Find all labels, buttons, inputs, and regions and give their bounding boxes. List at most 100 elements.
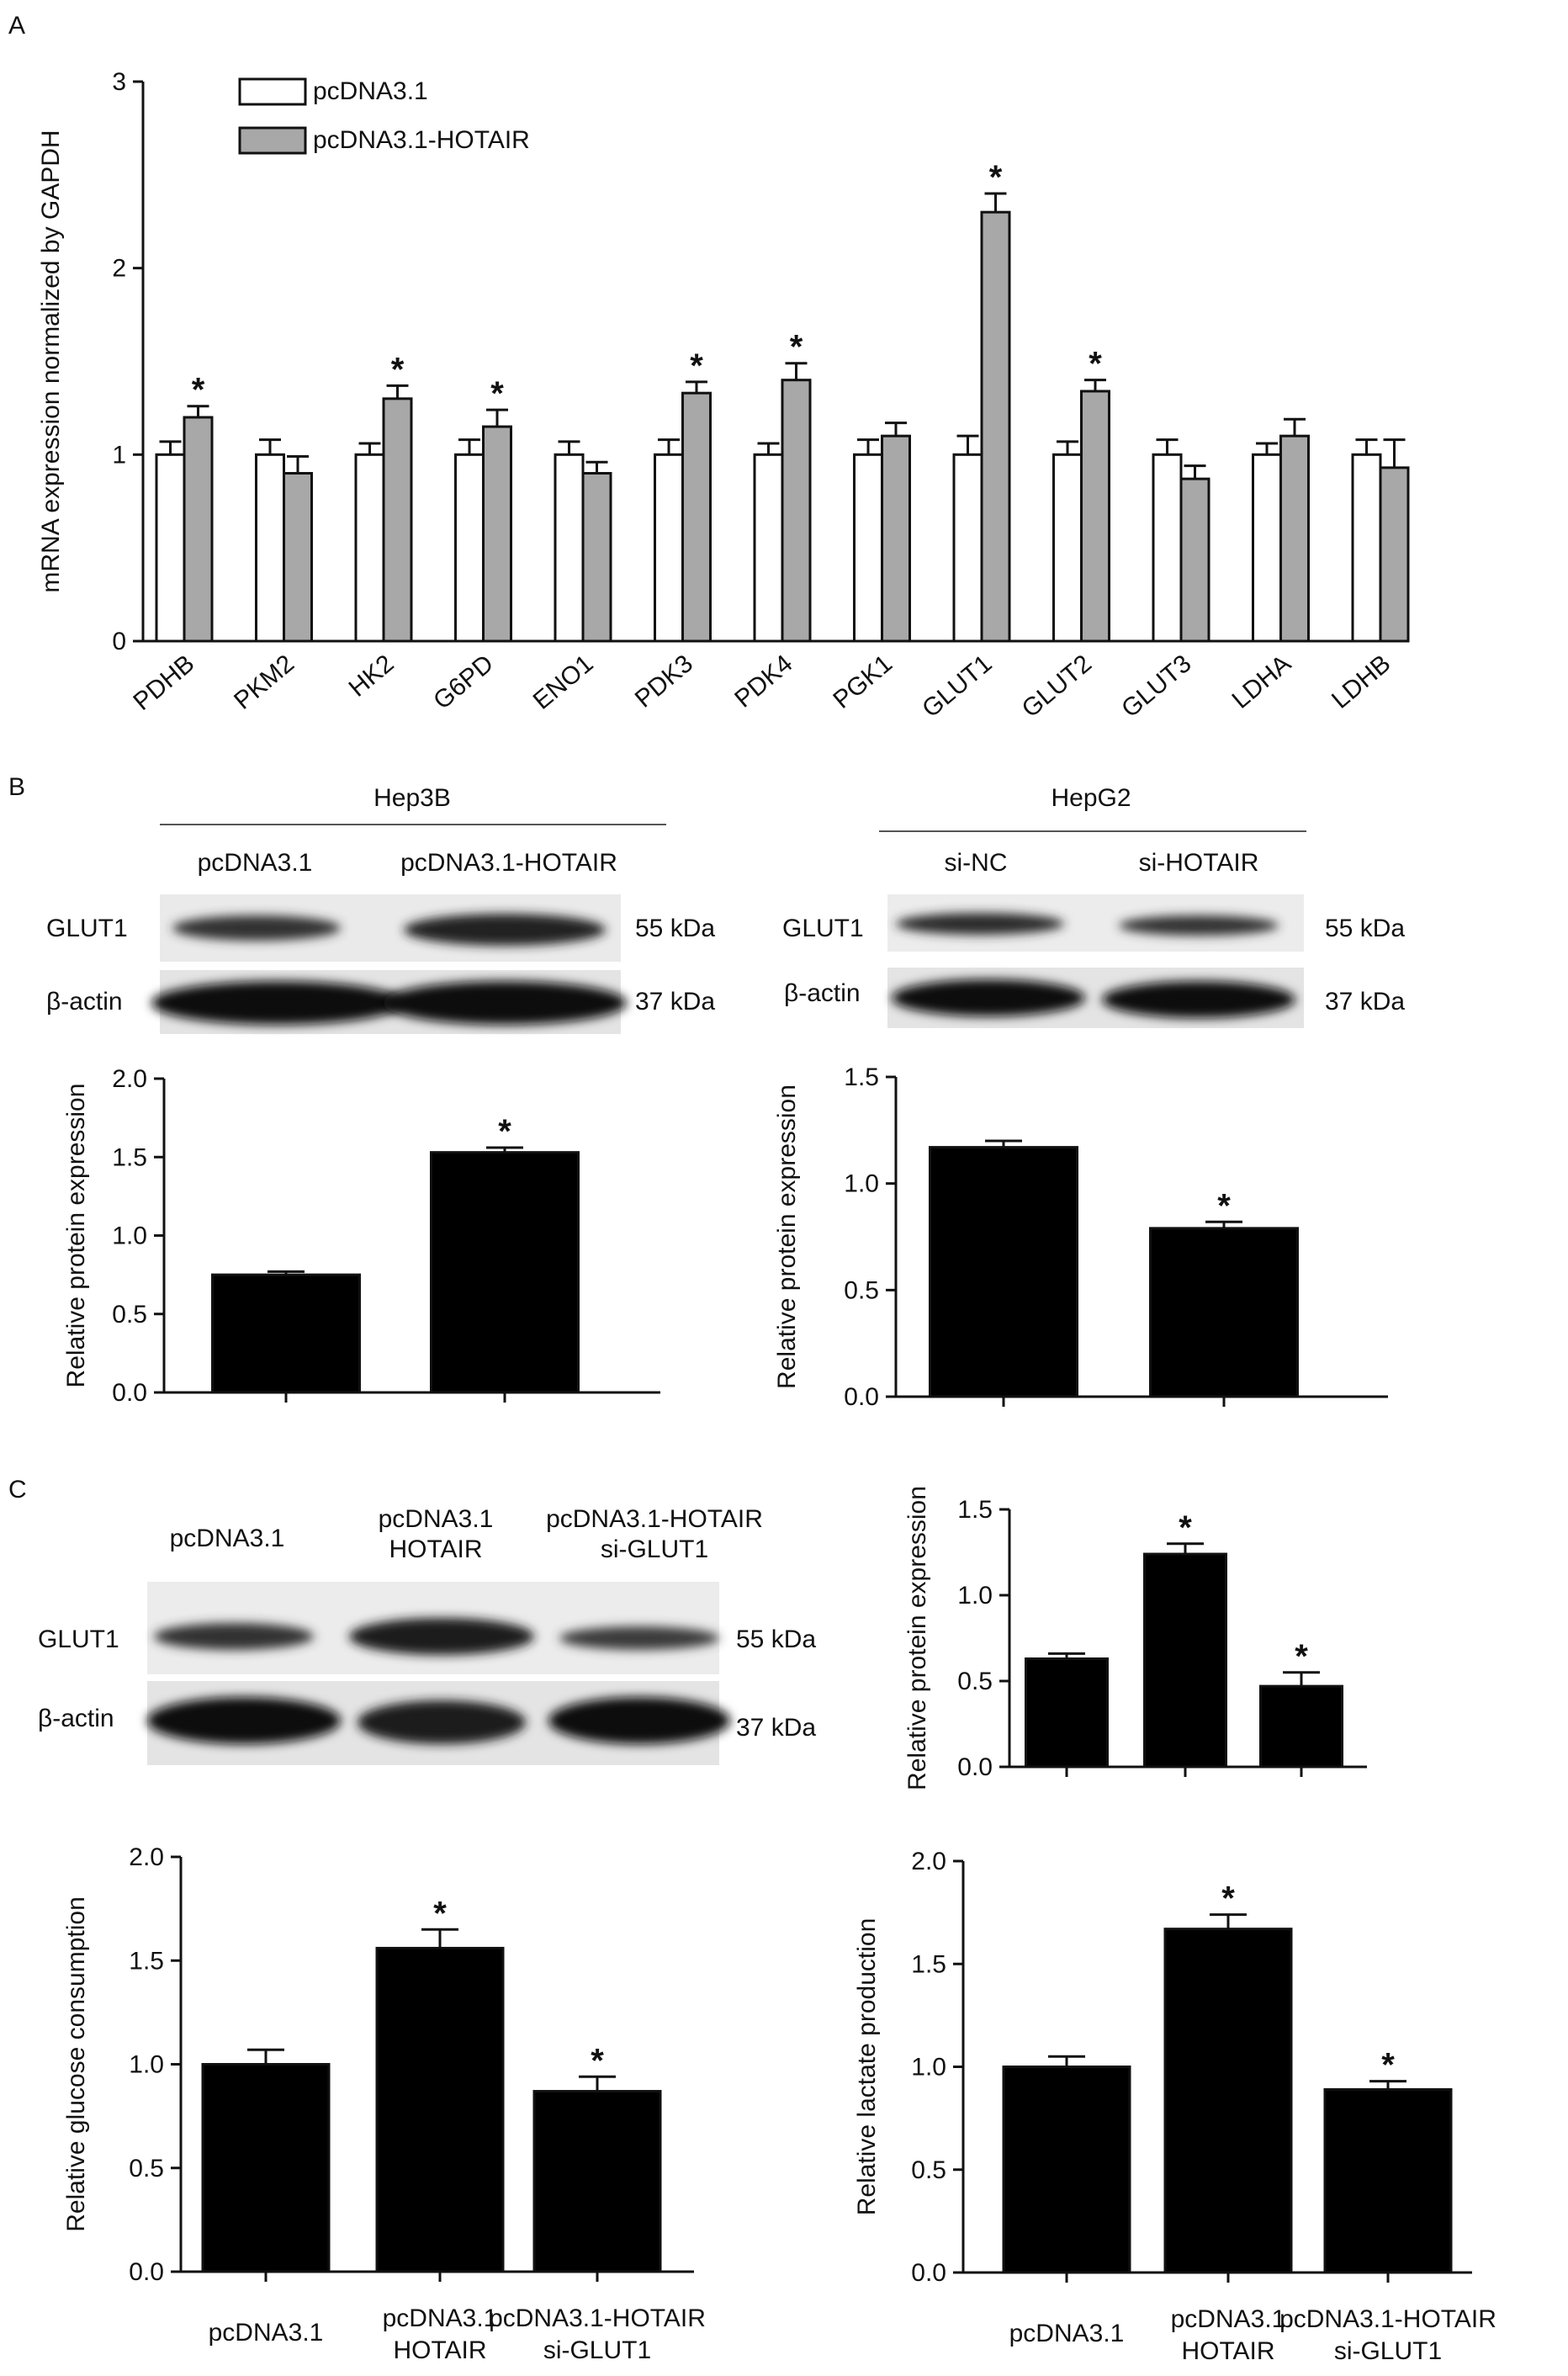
lane-label: pcDNA3.1 — [198, 849, 313, 877]
cell-line-hepg2: HepG2 — [1051, 784, 1131, 812]
x-tick-label: PDHB — [128, 650, 199, 716]
band — [147, 1697, 341, 1744]
bar — [255, 453, 285, 643]
y-axis-label: Relative protein expression — [62, 1084, 90, 1388]
x-tick-label: PKM2 — [229, 650, 299, 715]
bar — [980, 210, 1011, 643]
significance-star: * — [391, 351, 405, 388]
legend-label: pcDNA3.1 — [313, 77, 428, 105]
band — [358, 1700, 526, 1744]
band — [383, 981, 627, 1025]
band — [1119, 915, 1279, 936]
y-tick-label: 1 — [112, 441, 126, 469]
x-tick-label: PDK4 — [729, 650, 797, 713]
bar — [1163, 1928, 1293, 2274]
x-tick-label: pcDNA3.1-HOTAIR si-GLUT1 — [1279, 2305, 1496, 2365]
bar — [375, 1946, 505, 2273]
significance-star: * — [433, 1895, 447, 1932]
bar — [382, 397, 413, 643]
bar — [1080, 390, 1110, 643]
significance-star: * — [1221, 1880, 1235, 1917]
x-tick-label: GLUT2 — [1017, 650, 1097, 723]
significance-star: * — [192, 372, 205, 409]
bar — [581, 472, 612, 643]
x-tick-label: LDHB — [1327, 650, 1396, 714]
legend-label: pcDNA3.1-HOTAIR — [313, 126, 530, 154]
y-tick-label: 0.5 — [911, 2156, 946, 2184]
bar — [155, 453, 186, 643]
x-tick-label: PGK1 — [828, 650, 898, 714]
significance-star: * — [989, 159, 1003, 196]
bar — [853, 453, 883, 643]
bar — [654, 453, 684, 643]
band — [151, 981, 404, 1025]
y-tick-label: 1.5 — [112, 1143, 147, 1171]
y-tick-label: 2.0 — [911, 1848, 946, 1875]
significance-star: * — [591, 2042, 604, 2079]
kda-label: 37 kDa — [1325, 988, 1405, 1016]
bar — [1152, 453, 1183, 643]
legend-swatch — [238, 126, 307, 155]
y-tick-label: 1.5 — [129, 1947, 164, 1975]
y-tick-label: 2.0 — [112, 1065, 147, 1093]
bar — [781, 379, 812, 643]
y-tick-label: 0.0 — [844, 1383, 879, 1411]
band — [559, 1626, 719, 1650]
y-tick-label: 2.0 — [129, 1843, 164, 1871]
y-tick-label: 1.5 — [844, 1063, 879, 1091]
bar — [1279, 434, 1310, 643]
bar — [482, 425, 512, 643]
x-tick-label: G6PD — [428, 650, 499, 715]
significance-star: * — [790, 329, 803, 366]
bar — [1351, 453, 1382, 643]
x-tick-label: LDHA — [1226, 650, 1296, 714]
y-tick-label: 0.0 — [129, 2258, 164, 2286]
significance-star: * — [490, 375, 504, 412]
lane-label: pcDNA3.1-HOTAIR si-GLUT1 — [546, 1505, 763, 1563]
band — [172, 915, 341, 941]
y-tick-label: 0.0 — [911, 2259, 946, 2287]
row-label-actin: β-actin — [46, 988, 123, 1016]
chart-c-glucose: 0.0 0.5 1.0 1.5 2.0 Relative glucose consumpt… — [62, 1843, 706, 2364]
lane-label: pcDNA3.1 — [170, 1525, 285, 1552]
chart-b-right-protein: 0.0 0.5 1.0 1.5 Relative protein expression * — [773, 1063, 1388, 1411]
bar — [1052, 453, 1083, 643]
bar — [1149, 1227, 1299, 1398]
significance-star: * — [690, 347, 703, 385]
chart-b-left-protein: 0.0 0.5 1.0 1.5 2.0 Relative protein expressi… — [62, 1065, 660, 1407]
row-label-actin: β-actin — [784, 979, 861, 1007]
band — [349, 1618, 534, 1655]
row-label-actin: β-actin — [38, 1705, 114, 1732]
y-tick-label: 0.5 — [112, 1301, 147, 1329]
bar — [554, 453, 585, 643]
x-tick-label: HK2 — [344, 650, 400, 703]
y-tick-label: 0 — [112, 628, 126, 655]
bar — [454, 453, 485, 643]
chart-a-mrna-expression: 0 1 2 3 mRNA expression normalized by GAPDH *… — [37, 68, 1410, 724]
panel-letter-c: C — [8, 1476, 27, 1504]
panel-letter-a: A — [8, 12, 25, 40]
bar — [1252, 453, 1282, 643]
bar — [1379, 466, 1410, 643]
bar — [211, 1273, 361, 1394]
y-axis-label: Relative protein expression — [903, 1486, 931, 1790]
chart-c-lactate: 0.0 0.5 1.0 1.5 2.0 Relative lactate producti… — [853, 1848, 1496, 2365]
bar — [354, 453, 385, 643]
y-tick-label: 1.0 — [129, 2051, 164, 2079]
y-axis-label: Relative protein expression — [773, 1085, 801, 1389]
bar — [183, 416, 214, 643]
band — [154, 1623, 314, 1650]
bar — [881, 434, 911, 643]
kda-label: 55 kDa — [635, 915, 715, 942]
y-tick-label: 1.0 — [844, 1170, 879, 1198]
y-tick-label: 0.0 — [957, 1753, 993, 1781]
significance-star: * — [1089, 346, 1102, 383]
chart-c-protein: 0.0 0.5 1.0 1.5 Relative protein expression *… — [903, 1486, 1367, 1790]
kda-label: 37 kDa — [635, 988, 715, 1016]
y-tick-label: 1.5 — [911, 1950, 946, 1978]
bar — [1002, 2066, 1131, 2274]
x-tick-label: pcDNA3.1-HOTAIR si-GLUT1 — [489, 2304, 706, 2364]
bar — [1323, 2087, 1453, 2274]
lane-label: pcDNA3.1 HOTAIR — [379, 1505, 494, 1563]
